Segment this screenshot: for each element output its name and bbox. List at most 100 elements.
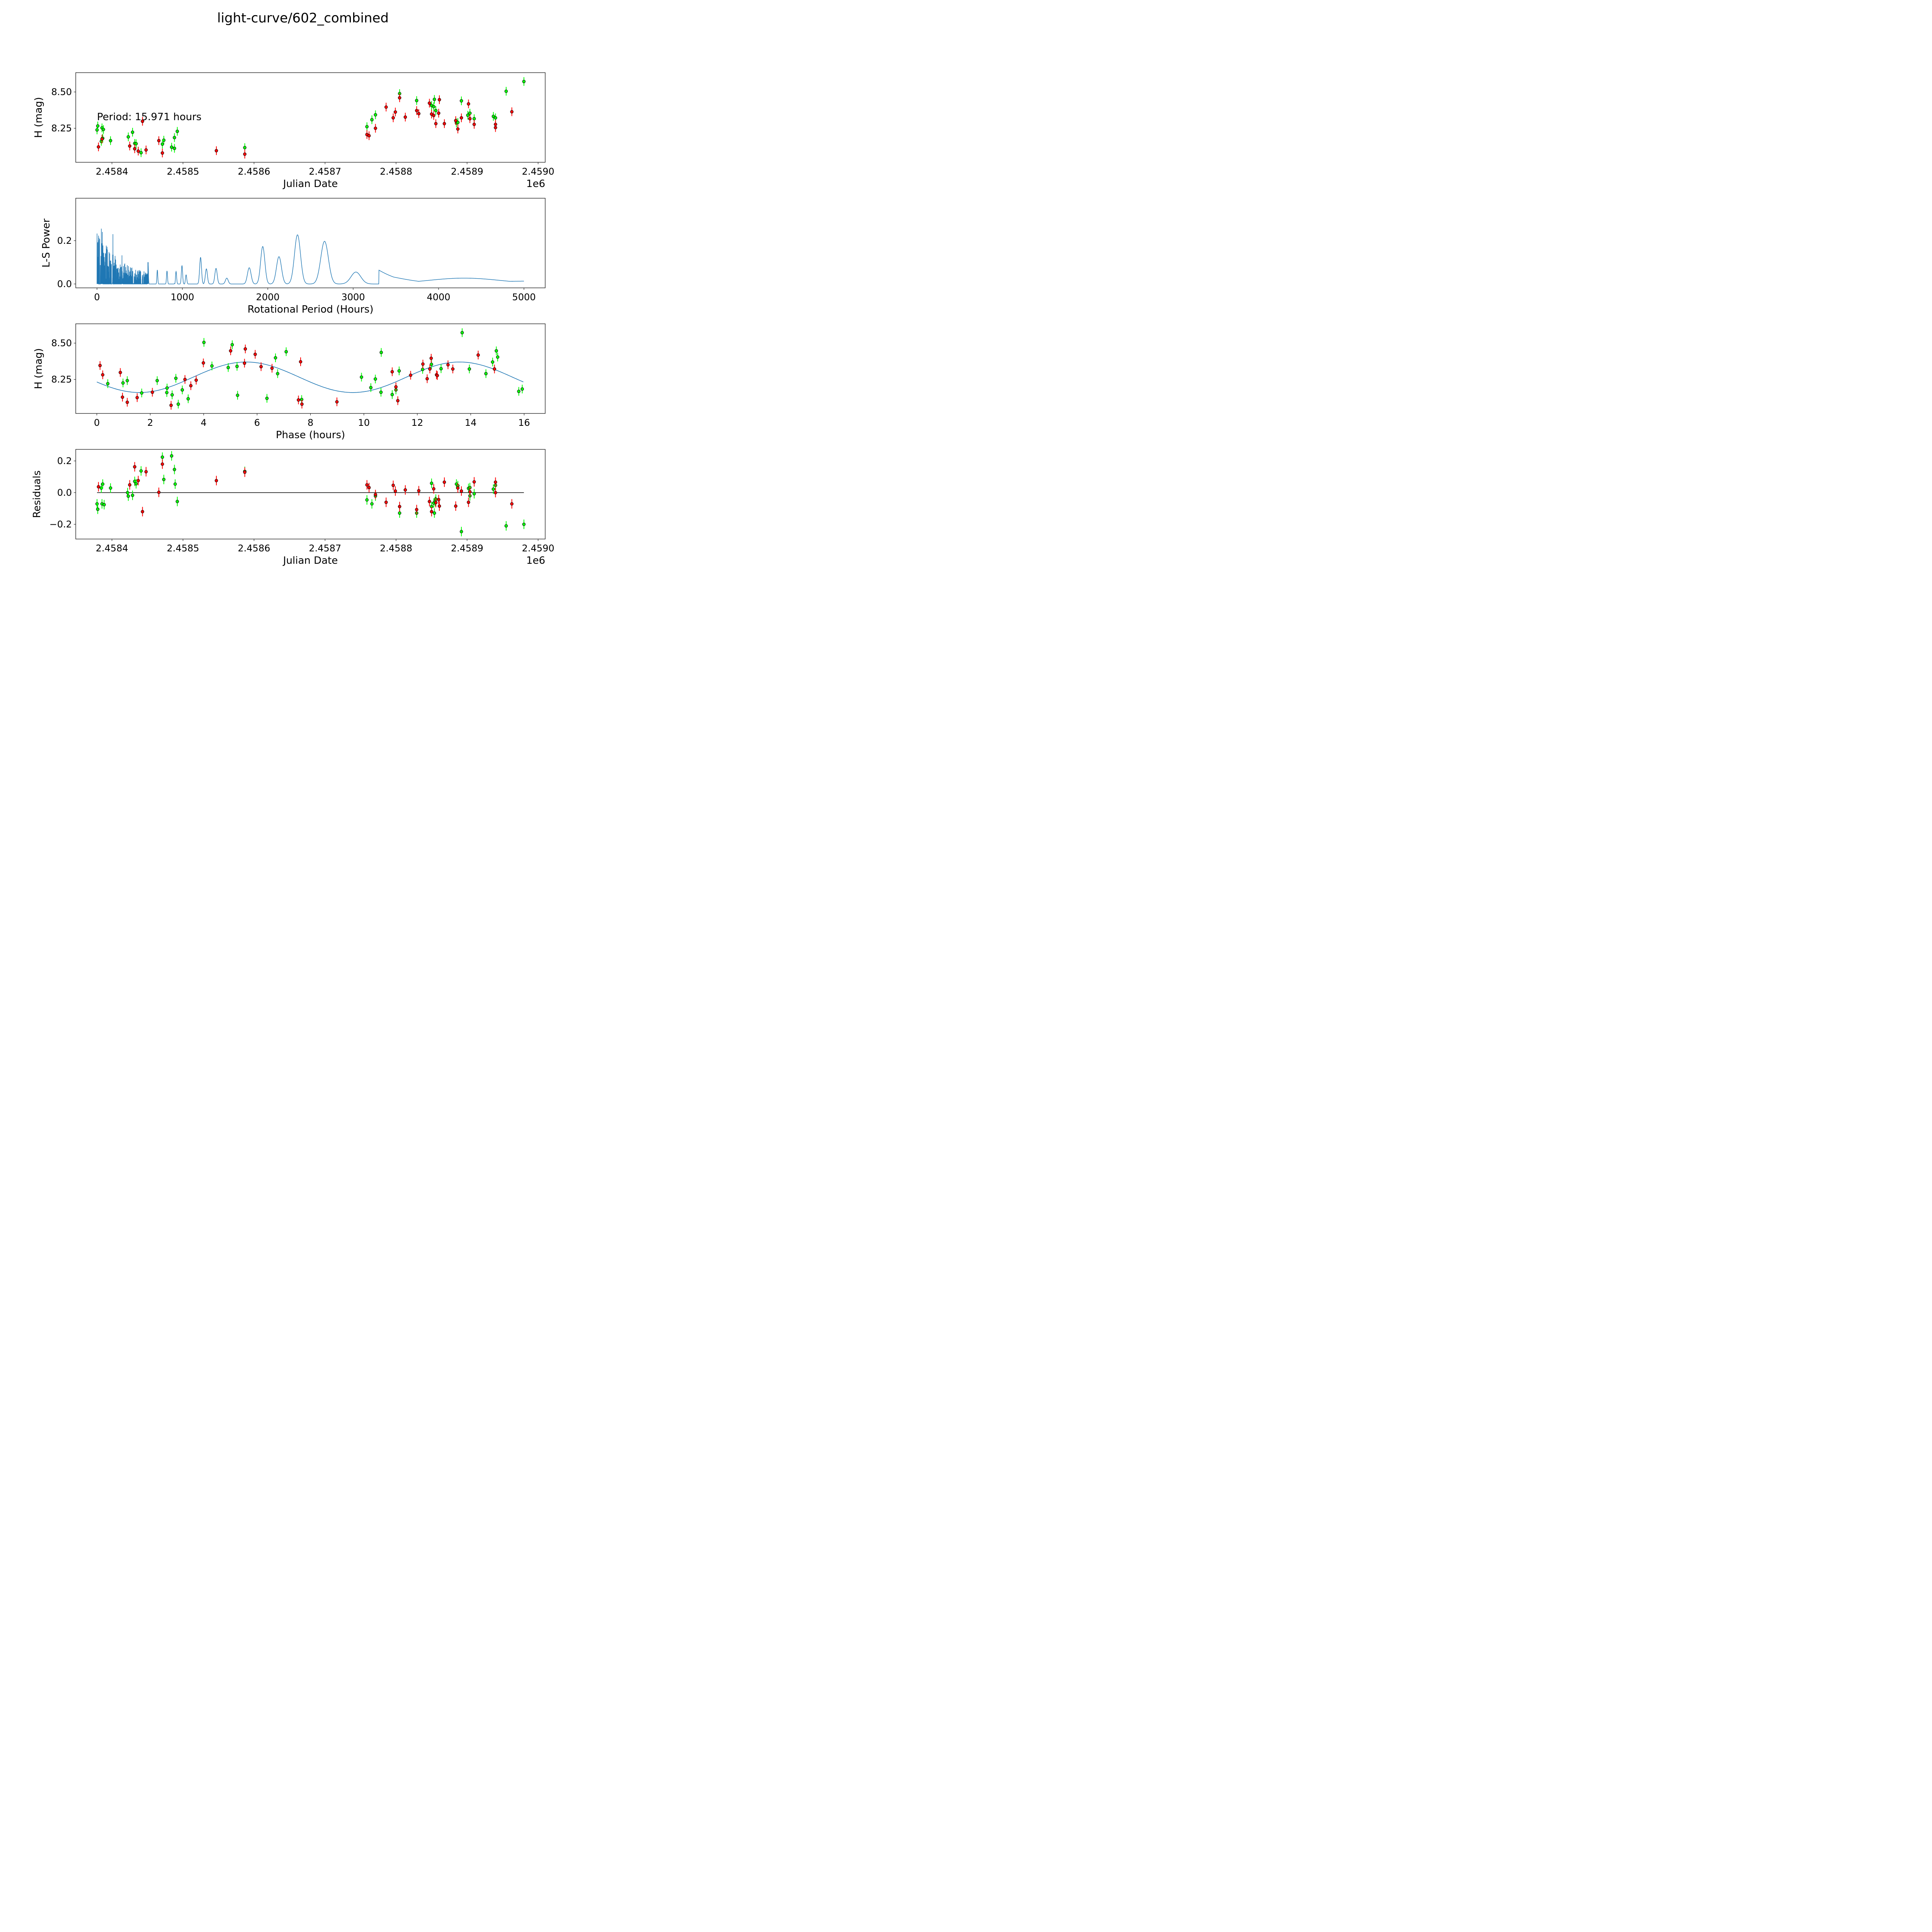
x-tick-label: 4000: [427, 292, 450, 303]
data-point: [459, 489, 463, 493]
data-point: [496, 355, 500, 359]
data-point: [472, 492, 476, 496]
x-tick-label: 2.4589: [451, 543, 483, 554]
data-point: [437, 498, 440, 502]
x-tick-label: 2: [147, 417, 153, 428]
light-curve-figure: light-curve/602_combined 2.4584 2.4585 2.4…: [0, 0, 599, 599]
data-point: [128, 144, 131, 148]
data-point: [170, 145, 173, 149]
data-point: [183, 378, 187, 381]
data-point: [170, 454, 173, 458]
data-point: [144, 470, 148, 474]
data-point: [128, 483, 131, 487]
data-point: [173, 482, 177, 486]
data-point: [360, 375, 363, 379]
data-point: [466, 113, 469, 117]
y-tick-label: 0.0: [57, 487, 72, 498]
axes-frame: [75, 449, 546, 539]
data-point: [126, 135, 130, 139]
data-point: [428, 500, 431, 503]
panel-periodogram: 0 1000 2000 3000 4000 5000 0.0 0.2 Rotational Pe…: [41, 198, 546, 315]
data-point: [230, 343, 234, 347]
data-point: [391, 116, 395, 120]
data-point: [451, 367, 455, 371]
data-point: [157, 490, 161, 494]
data-point: [504, 89, 508, 93]
axes-frame: [75, 72, 546, 163]
data-point: [428, 367, 432, 371]
y-tick-label: 8.50: [51, 87, 72, 97]
data-point: [468, 111, 472, 115]
data-point: [162, 138, 166, 142]
data-point: [510, 502, 514, 506]
data-point: [430, 481, 434, 485]
data-point: [126, 379, 129, 383]
data-point: [434, 109, 438, 112]
data-point: [139, 151, 143, 155]
x-tick-label: 6: [254, 417, 260, 428]
data-point: [430, 510, 434, 514]
data-point: [398, 511, 401, 515]
data-point: [495, 349, 498, 353]
data-point: [491, 360, 495, 364]
data-point: [517, 389, 520, 393]
data-point: [468, 490, 472, 494]
data-point: [434, 122, 438, 126]
data-point: [276, 372, 279, 376]
data-point: [96, 507, 100, 511]
x-axis-label: Phase (hours): [276, 429, 345, 441]
x-offset-label: 1e6: [526, 178, 545, 190]
x-axis-label: Julian Date: [282, 178, 338, 190]
data-point: [494, 480, 497, 484]
data-point: [384, 105, 388, 109]
data-point: [369, 386, 372, 389]
y-axis-label: L-S Power: [41, 218, 52, 267]
data-point: [437, 111, 440, 115]
data-point: [160, 455, 164, 459]
data-point: [214, 479, 218, 483]
data-point: [434, 501, 438, 505]
data-point: [136, 149, 140, 153]
data-point: [409, 373, 412, 377]
data-point: [494, 116, 497, 120]
data-point: [446, 363, 450, 367]
x-tick-label: 2.4589: [451, 166, 483, 177]
x-tick-label: 2.4584: [96, 166, 128, 177]
y-axis-label: Residuals: [31, 470, 43, 518]
data-point: [468, 367, 471, 371]
data-point: [398, 96, 401, 100]
data-point: [494, 491, 497, 495]
data-point: [439, 367, 443, 371]
data-point: [459, 530, 463, 534]
data-point: [173, 146, 176, 150]
data-point: [270, 366, 274, 370]
data-point: [476, 353, 480, 357]
data-point: [139, 469, 143, 473]
data-point: [243, 152, 247, 156]
data-point: [109, 486, 112, 490]
data-point: [177, 402, 180, 406]
y-tick-label: −0.2: [49, 519, 72, 530]
y-axis-label: H (mag): [33, 97, 44, 138]
data-point: [379, 390, 383, 394]
data-point: [390, 370, 394, 374]
data-point: [194, 378, 198, 382]
data-point: [442, 480, 446, 484]
data-point: [202, 361, 205, 365]
data-point: [432, 114, 435, 117]
x-tick-label: 2.4588: [380, 166, 412, 177]
x-axis-label: Julian Date: [282, 555, 338, 566]
data-point: [510, 110, 514, 114]
data-point: [162, 478, 166, 481]
y-tick-label: 8.50: [51, 338, 72, 349]
panels: 2.4584 2.4585 2.4586 2.4587 2.4588 2.4589 2.45…: [31, 72, 554, 566]
y-tick-label: 0.2: [57, 235, 72, 246]
data-point: [456, 121, 460, 124]
data-point: [96, 124, 100, 128]
panel-lightcurve: 2.4584 2.4585 2.4586 2.4587 2.4588 2.4589 2.45…: [33, 72, 554, 190]
data-point: [374, 113, 377, 117]
data-point: [432, 105, 435, 109]
data-point: [365, 483, 369, 487]
series-red: [97, 93, 514, 159]
data-point: [243, 361, 247, 365]
